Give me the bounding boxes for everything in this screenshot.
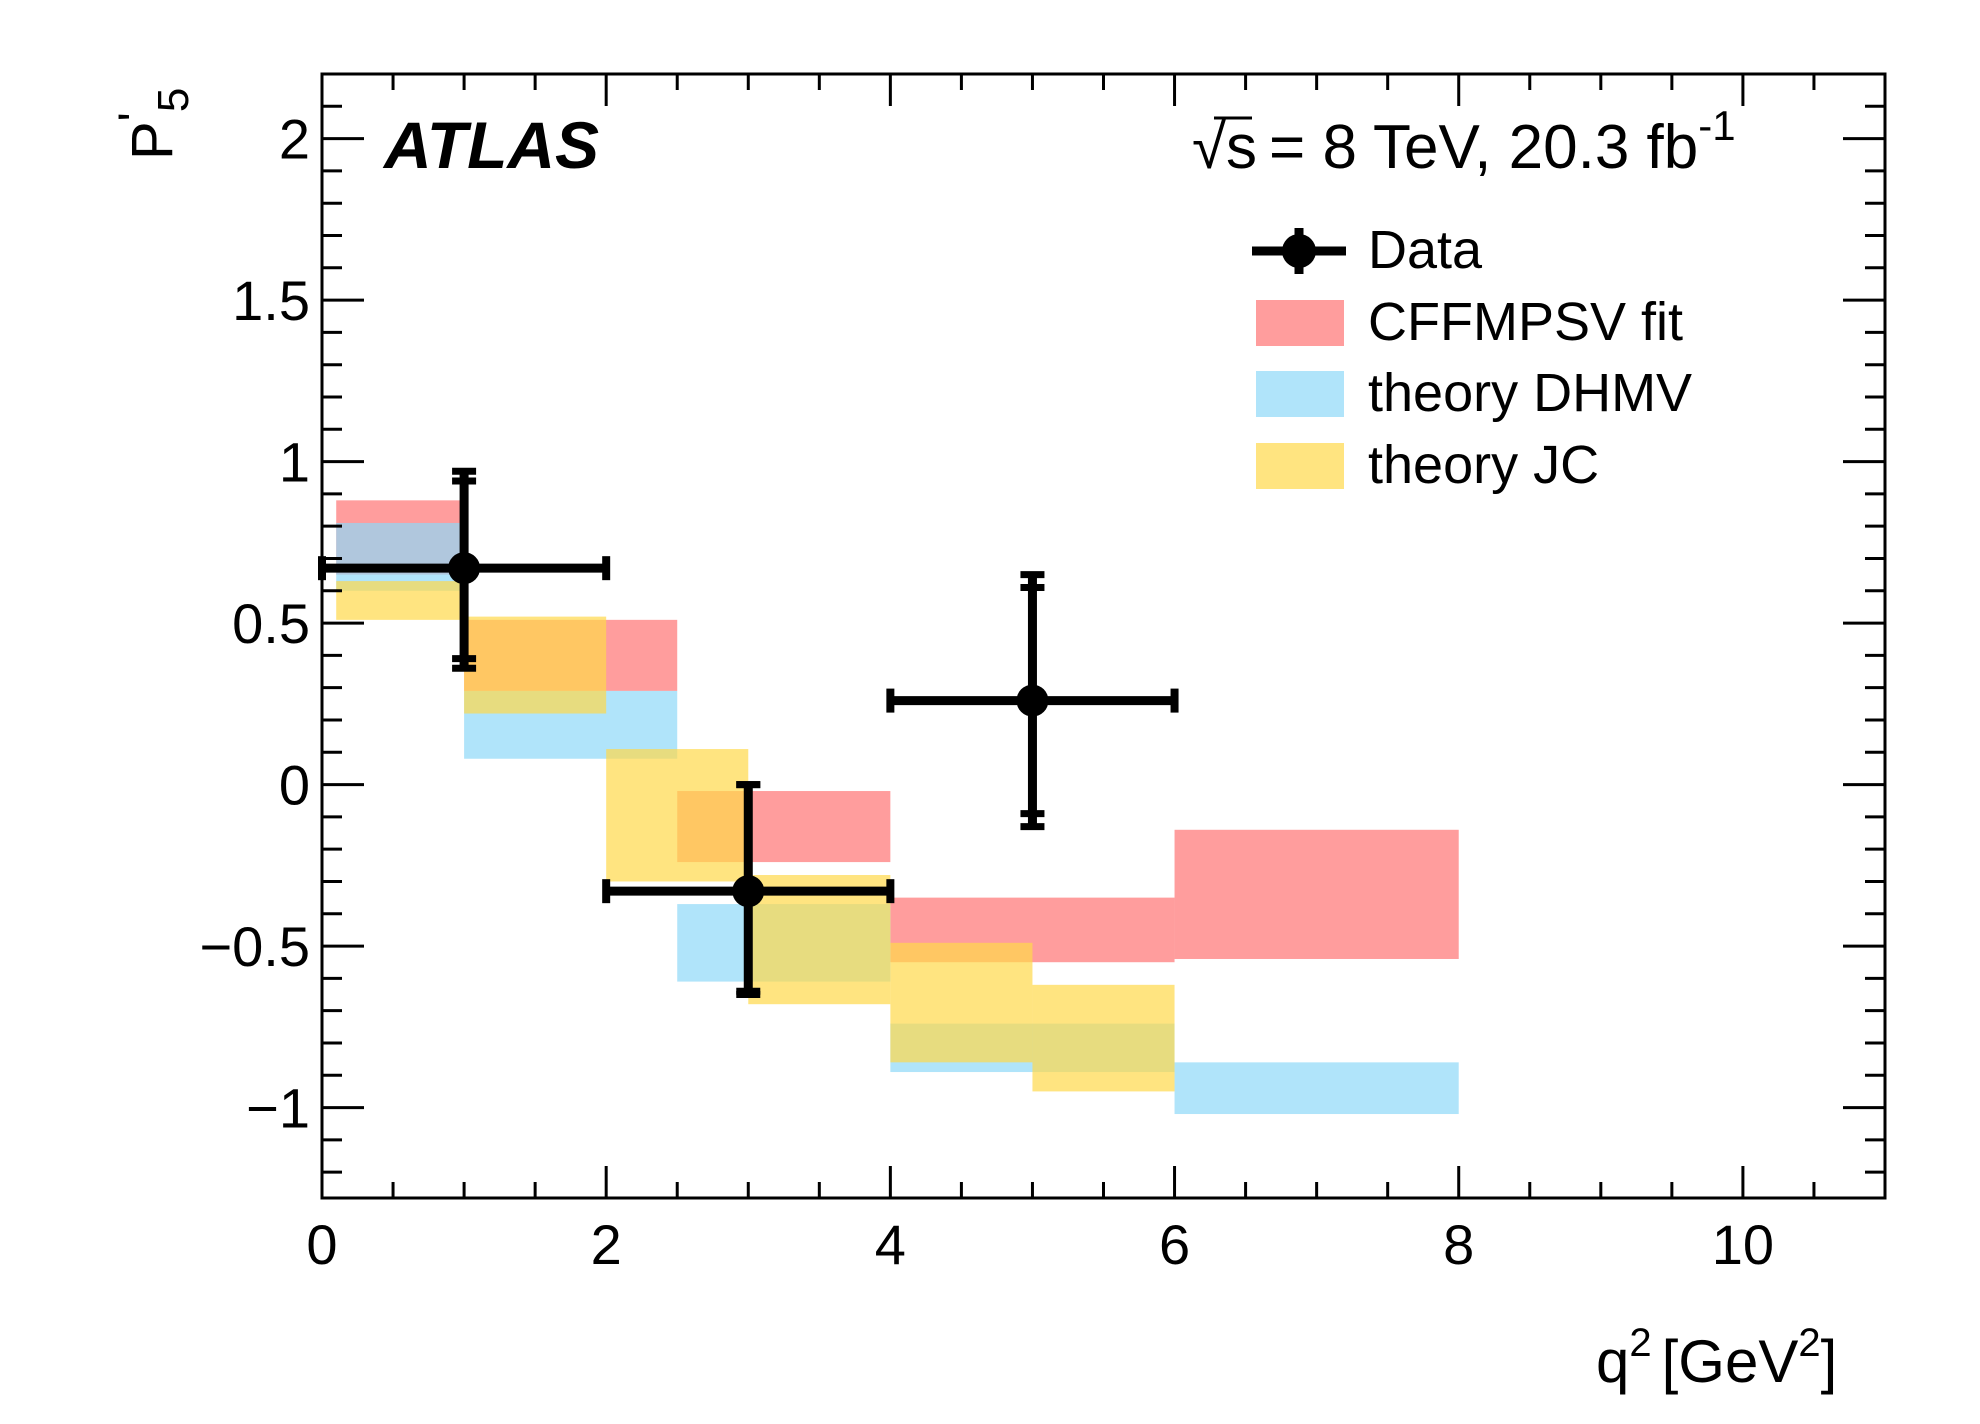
x-tick-label: 10 xyxy=(1712,1213,1774,1276)
energy-exponent: -1 xyxy=(1698,102,1735,149)
sqrt-symbol: √ xyxy=(1192,113,1226,182)
band-jc-1 xyxy=(464,616,607,714)
band-jc-3 xyxy=(748,875,891,1005)
band-jc-0 xyxy=(336,581,462,620)
data-point-1 xyxy=(602,781,895,999)
legend-swatch-cffmpsv xyxy=(1256,300,1344,346)
plot-frame xyxy=(320,72,1887,1200)
x-tick-label: 6 xyxy=(1159,1213,1190,1276)
y-tick-label: −1 xyxy=(246,1077,310,1140)
y-tick-label: −0.5 xyxy=(199,915,310,978)
y-tick-label: 1 xyxy=(279,431,310,494)
x-label-unit: [GeV xyxy=(1662,1328,1799,1395)
y-axis-label: P'5 xyxy=(110,88,198,160)
y-tick-label: 1.5 xyxy=(232,269,310,332)
legend: Data CFFMPSV fit theory DHMV theory JC xyxy=(1252,220,1692,495)
band-jc-5 xyxy=(1032,984,1175,1092)
band-dhmv-0 xyxy=(336,522,462,591)
legend-data-marker xyxy=(1282,234,1316,268)
svg-text:√s= 8 TeV, 20.3 fb-1: √s = 8 TeV, 20.3 fb-1 xyxy=(1192,102,1736,182)
x-label-q-sup: 2 xyxy=(1629,1321,1651,1365)
x-axis-label: q2 [GeV2] xyxy=(1596,1321,1837,1395)
y-tick-label: 0 xyxy=(279,754,310,817)
data-point-0 xyxy=(318,467,611,672)
energy-s: s xyxy=(1226,113,1257,182)
data-marker xyxy=(448,552,481,585)
x-label-q: q xyxy=(1596,1328,1629,1395)
band-jc-4 xyxy=(890,942,1033,1063)
data-point-2 xyxy=(886,571,1179,831)
y-label-base: P xyxy=(120,121,185,160)
x-tick-label: 2 xyxy=(591,1213,622,1276)
tick-labels: 0 2 4 6 8 10 −1 −0.5 0 0.5 1 1.5 2 xyxy=(199,108,1774,1276)
energy-label: √s = 8 TeV, 20.3 fb-1 xyxy=(1192,102,1736,182)
band-jc-2 xyxy=(606,749,749,882)
legend-item-data: Data xyxy=(1252,220,1483,280)
legend-label-cffmpsv: CFFMPSV fit xyxy=(1368,292,1683,352)
legend-label-jc: theory JC xyxy=(1368,435,1599,495)
data-marker xyxy=(732,875,765,908)
y-label-prime: ' xyxy=(110,112,163,121)
legend-label-data: Data xyxy=(1368,220,1483,280)
y-label-subscript: 5 xyxy=(149,88,198,112)
legend-swatch-jc xyxy=(1256,443,1344,489)
points-layer xyxy=(318,467,1179,999)
band-dhmv-4 xyxy=(1174,1062,1459,1115)
legend-item-cffmpsv: CFFMPSV fit xyxy=(1256,292,1683,352)
legend-item-dhmv: theory DHMV xyxy=(1256,363,1692,423)
x-tick-label: 8 xyxy=(1443,1213,1474,1276)
x-label-unit-sup: 2 xyxy=(1798,1321,1820,1365)
energy-text: = 8 TeV, 20.3 fb xyxy=(1269,113,1698,182)
x-tick-label: 4 xyxy=(875,1213,906,1276)
bands-layer xyxy=(336,500,1459,1115)
band-cffmpsv-4 xyxy=(1174,829,1459,959)
legend-swatch-dhmv xyxy=(1256,371,1344,417)
data-marker xyxy=(1016,684,1049,717)
y-tick-label: 2 xyxy=(279,108,310,171)
x-tick-label: 0 xyxy=(306,1213,337,1276)
experiment-label: ATLAS xyxy=(382,108,599,182)
x-label-close: ] xyxy=(1821,1328,1838,1395)
legend-label-dhmv: theory DHMV xyxy=(1368,363,1692,423)
y-tick-label: 0.5 xyxy=(232,592,310,655)
legend-item-jc: theory JC xyxy=(1256,435,1599,495)
ticks-layer xyxy=(320,72,1887,1198)
